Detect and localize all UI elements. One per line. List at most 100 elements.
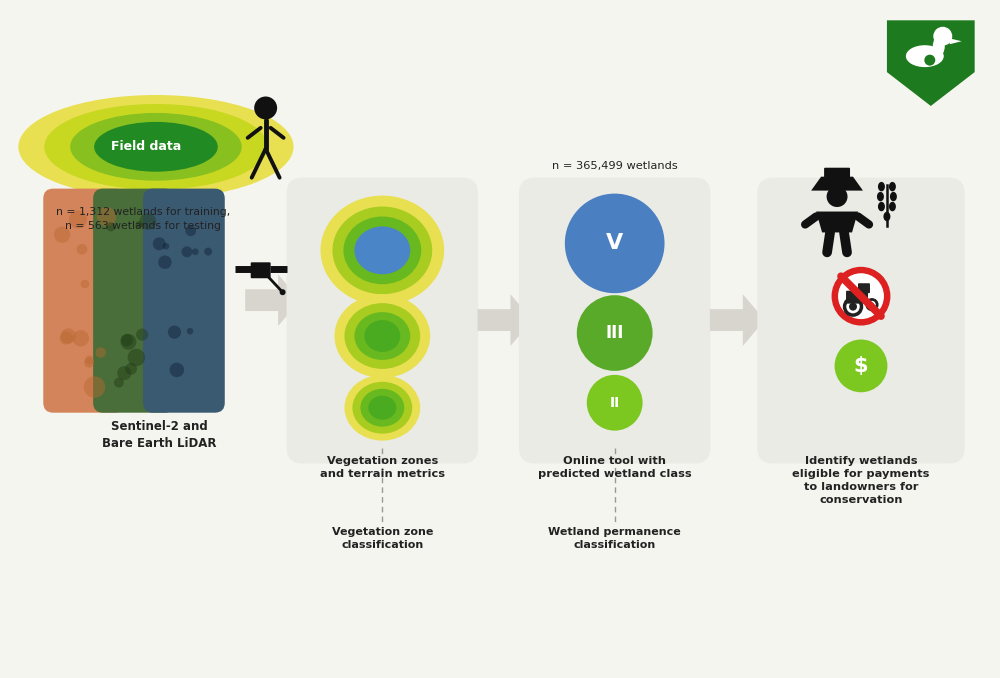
Circle shape [168,325,181,339]
Circle shape [933,27,952,45]
Circle shape [158,256,172,269]
Ellipse shape [18,95,294,199]
Text: Identify wetlands
eligible for payments
to landowners for
conservation: Identify wetlands eligible for payments … [792,456,930,505]
Ellipse shape [906,45,944,67]
Text: V: V [606,233,623,254]
Ellipse shape [332,207,432,294]
Ellipse shape [94,122,218,172]
Circle shape [85,356,94,365]
Text: Vegetation zone
classification: Vegetation zone classification [332,527,433,551]
Circle shape [84,376,105,398]
Ellipse shape [354,226,410,275]
Polygon shape [710,294,765,346]
Text: Wetland permanence
classification: Wetland permanence classification [548,527,681,551]
Circle shape [135,221,142,228]
Ellipse shape [933,36,945,56]
FancyBboxPatch shape [251,262,271,278]
Polygon shape [949,38,962,44]
Circle shape [139,213,156,230]
Circle shape [254,96,277,119]
Ellipse shape [354,312,410,360]
FancyBboxPatch shape [93,188,175,413]
Circle shape [163,243,169,250]
Circle shape [117,366,131,380]
Polygon shape [811,177,863,191]
Ellipse shape [70,113,242,180]
FancyBboxPatch shape [858,283,870,293]
Polygon shape [478,294,532,346]
Circle shape [121,334,133,346]
Circle shape [565,194,665,293]
Ellipse shape [320,195,444,305]
Circle shape [832,267,890,325]
Circle shape [61,328,76,344]
Circle shape [187,328,193,334]
Ellipse shape [344,375,420,441]
Circle shape [827,186,848,207]
Circle shape [849,302,857,311]
Ellipse shape [343,216,421,284]
Circle shape [153,237,166,250]
Circle shape [192,248,199,255]
Text: III: III [605,324,624,342]
Text: II: II [610,396,620,410]
FancyBboxPatch shape [519,178,710,464]
Text: Vegetation zones
and terrain metrics: Vegetation zones and terrain metrics [320,456,445,479]
Ellipse shape [878,202,885,212]
Text: Online tool with
predicted wetland class: Online tool with predicted wetland class [538,456,691,479]
Circle shape [170,363,184,377]
FancyBboxPatch shape [757,178,965,464]
Circle shape [114,378,124,388]
Circle shape [69,210,87,228]
Circle shape [54,226,70,243]
Circle shape [924,55,935,66]
FancyBboxPatch shape [143,188,225,413]
Circle shape [125,363,137,375]
Text: $: $ [854,356,868,376]
Circle shape [60,332,73,344]
Polygon shape [887,20,975,106]
Polygon shape [816,212,858,233]
Circle shape [84,357,94,367]
Ellipse shape [364,320,400,352]
Circle shape [587,375,643,431]
Ellipse shape [877,192,884,201]
Ellipse shape [368,396,396,420]
Ellipse shape [44,104,268,190]
Circle shape [128,348,145,366]
Polygon shape [245,275,300,326]
Circle shape [121,334,136,350]
Ellipse shape [360,388,404,426]
Circle shape [204,247,212,256]
Circle shape [577,295,653,371]
Ellipse shape [889,202,896,212]
FancyBboxPatch shape [824,167,850,180]
Circle shape [136,329,148,340]
Ellipse shape [890,192,897,201]
Circle shape [106,222,115,231]
FancyBboxPatch shape [43,188,125,413]
Circle shape [97,207,116,226]
Circle shape [81,280,89,288]
Ellipse shape [352,382,412,434]
FancyBboxPatch shape [287,178,478,464]
Circle shape [280,290,286,295]
FancyBboxPatch shape [846,291,868,304]
Text: Field data: Field data [111,140,181,153]
Circle shape [185,226,196,236]
Circle shape [835,340,887,393]
Circle shape [838,273,884,319]
Ellipse shape [344,303,420,369]
Ellipse shape [883,212,890,221]
Circle shape [181,246,192,257]
Circle shape [870,302,874,306]
Circle shape [77,244,87,255]
Text: n = 1,312 wetlands for training,
n = 563 wetlands for testing: n = 1,312 wetlands for training, n = 563… [56,207,230,231]
Text: n = 365,499 wetlands: n = 365,499 wetlands [552,161,678,171]
Text: Sentinel-2 and
Bare Earth LiDAR: Sentinel-2 and Bare Earth LiDAR [102,420,216,450]
Circle shape [73,330,89,346]
Circle shape [95,347,106,358]
Ellipse shape [889,182,896,191]
Ellipse shape [334,294,430,378]
Ellipse shape [878,182,885,191]
